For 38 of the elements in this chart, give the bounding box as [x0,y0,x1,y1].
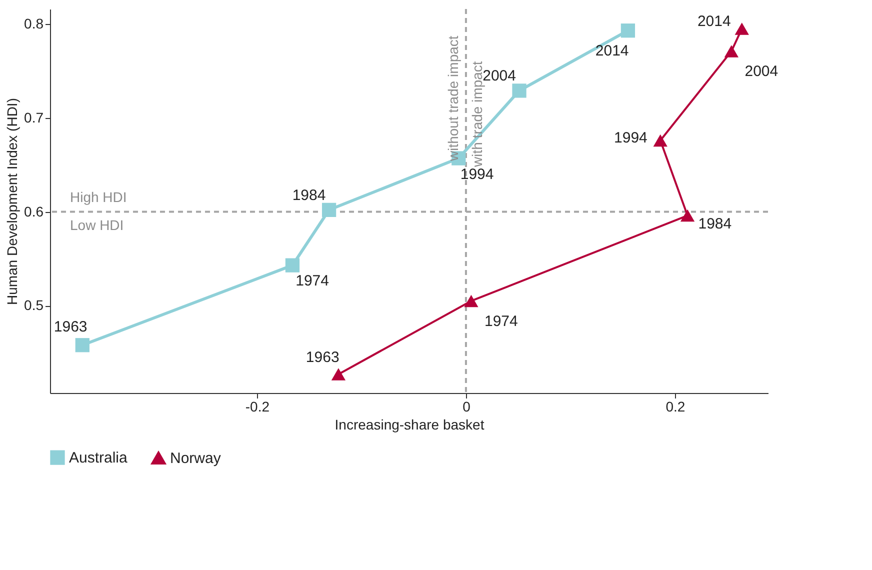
point [620,24,636,38]
annotation: 1994 [614,129,648,146]
point [331,368,346,380]
x-tick-label: 0.2 [666,398,686,414]
annotation: 1963 [306,349,340,366]
annotation: 1963 [54,318,88,336]
y-axis-title: Human Development Index (HDI) [4,98,20,305]
point [734,22,749,35]
annotation: without trade impact [444,36,461,162]
annotation: 2014 [595,42,629,60]
point [75,338,90,352]
annotation: 2004 [482,68,516,85]
y-tick-label: 0.7 [24,109,44,126]
point [653,134,668,147]
point [680,209,695,222]
annotation: 1974 [296,272,329,290]
annotation: 1974 [484,312,518,330]
ref-line-label: with trade impact [468,61,485,168]
y-tick-label: 0.5 [24,297,44,314]
annotation: 1984 [292,187,326,204]
legend-label: Norway [170,450,222,468]
annotation: Low HDI [70,216,124,233]
y-tick-label: 0.6 [24,203,44,220]
x-axis-title: Increasing-share basket [334,416,484,432]
annotation: 2014 [697,13,731,30]
annotation: 1994 [460,166,494,184]
point [512,84,526,98]
point [285,258,300,272]
point [724,45,738,58]
legend-label: Australia [69,450,128,467]
x-tick-label: 0 [462,398,471,414]
point [322,202,336,217]
annotation: 1984 [698,216,732,233]
annotation: 2004 [744,63,778,80]
point [464,294,478,308]
ref-line-label: High HDI [70,188,127,205]
y-tick-label: 0.8 [24,16,44,32]
x-tick-label: -0.2 [245,398,270,414]
